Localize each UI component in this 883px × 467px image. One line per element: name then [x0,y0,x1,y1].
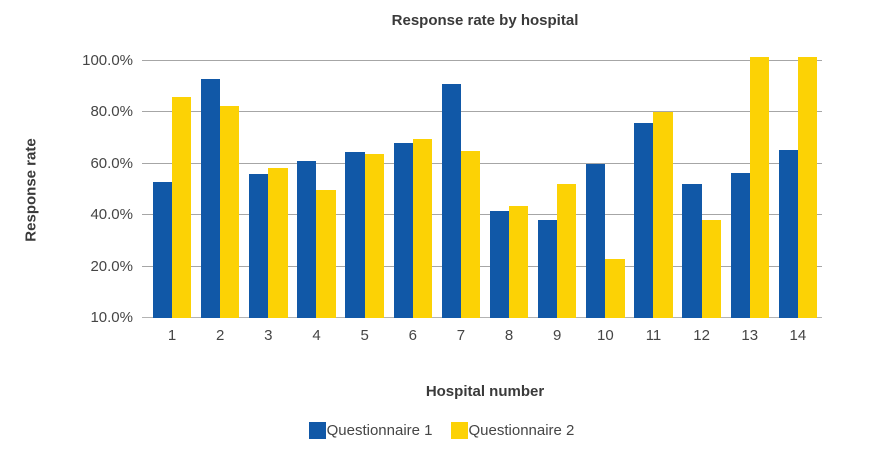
x-tick-label: 13 [741,327,759,344]
bar-series-2-hospital-7 [460,150,481,318]
y-tick-label: 10.0% [90,309,133,326]
legend-label-questionnaire-1: Questionnaire 1 [326,422,433,439]
y-tick-label: 60.0% [90,154,133,172]
bar-series-2-hospital-14 [797,57,818,318]
chart-title: Response rate by hospital [391,12,579,29]
bar-series-2-hospital-11 [653,112,673,318]
bar-series-2-hospital-8 [509,206,529,318]
gridline [142,214,822,216]
bar-group-hospital-12 [678,61,726,318]
y-tick-label: 100.0% [82,52,133,69]
bar-group-hospital-13 [726,57,774,318]
bar-series-2-hospital-5 [364,153,384,318]
x-tick-label: 5 [360,327,369,344]
bar-group-hospital-5 [341,61,389,318]
legend-swatch-questionnaire-1-icon [308,422,326,439]
x-tick-label: 14 [789,327,807,344]
legend-swatch-questionnaire-2-icon [450,422,468,439]
bar-series-1-hospital-1 [152,181,173,318]
bar-series-1-hospital-2 [200,79,221,318]
bar-group-hospital-14 [774,57,822,318]
x-tick-label: 12 [693,327,710,344]
x-tick-label: 6 [408,327,417,344]
bar-group-hospital-4 [292,61,340,318]
x-axis-title: Hospital number [425,383,545,400]
x-axis-tick-labels: 1 2 3 4 5 6 7 8 9 10 11 12 13 14 [148,327,822,344]
y-tick-label: 20.0% [90,257,133,275]
bar-series-1-hospital-9 [537,220,558,318]
y-tick-label: 40.0% [90,206,133,224]
legend: Questionnaire 1 Questionnaire 2 [0,422,883,439]
bar-series-1-hospital-8 [489,211,510,318]
gridline [142,60,822,61]
bar-series-2-hospital-2 [220,105,240,318]
bar-group-hospital-9 [533,61,581,318]
bar-group-hospital-3 [244,61,292,318]
legend-item-questionnaire-2: Questionnaire 2 [450,422,575,439]
bar-series-1-hospital-5 [345,152,365,318]
y-tick-label: 80.0% [90,103,133,121]
bar-group-hospital-11 [629,61,677,318]
bar-series-1-hospital-6 [393,143,413,318]
gridline [142,162,822,164]
bar-series-1-hospital-10 [586,163,606,318]
x-tick-label: 8 [504,327,514,344]
x-tick-label: 7 [456,327,466,344]
x-tick-label: 4 [312,327,321,344]
y-axis-tick-labels: 100.0% 80.0% 60.0% 40.0% 20.0% 10.0% [0,52,140,326]
x-tick-label: 9 [553,327,562,344]
bar-group-hospital-8 [485,61,533,318]
bar-series-1-hospital-13 [730,172,750,318]
bar-series-1-hospital-11 [634,122,654,318]
bar-series-2-hospital-1 [172,96,192,318]
bar-group-hospital-6 [389,61,437,318]
bar-series-1-hospital-14 [778,149,798,318]
bar-series-2-hospital-9 [557,184,577,318]
bar-series-1-hospital-7 [441,84,461,318]
x-tick-label: 1 [167,327,177,344]
legend-item-questionnaire-1: Questionnaire 1 [308,422,433,439]
x-tick-label: 11 [645,327,662,344]
bar-series-1-hospital-3 [249,174,269,318]
x-tick-label: 2 [216,327,225,344]
bar-group-hospital-2 [196,61,244,318]
plot-area [142,57,822,318]
x-tick-label: 10 [596,327,614,344]
bar-series-1-hospital-4 [297,161,317,318]
bar-series-2-hospital-13 [749,57,770,318]
bar-group-hospital-7 [437,61,485,318]
bar-series-2-hospital-3 [268,167,288,318]
gridline [142,111,822,113]
x-axis-line [142,317,822,318]
bar-series-2-hospital-6 [412,139,433,318]
bar-series-2-hospital-4 [316,189,336,318]
bar-series-1-hospital-12 [682,184,702,318]
bar-series-2-hospital-10 [605,258,625,318]
bar-group-hospital-1 [148,61,196,318]
bar-group-hospital-10 [581,61,629,318]
legend-label-questionnaire-2: Questionnaire 2 [468,422,575,439]
gridline [142,265,822,267]
x-tick-label: 3 [264,327,273,344]
bar-series-2-hospital-12 [701,220,721,318]
